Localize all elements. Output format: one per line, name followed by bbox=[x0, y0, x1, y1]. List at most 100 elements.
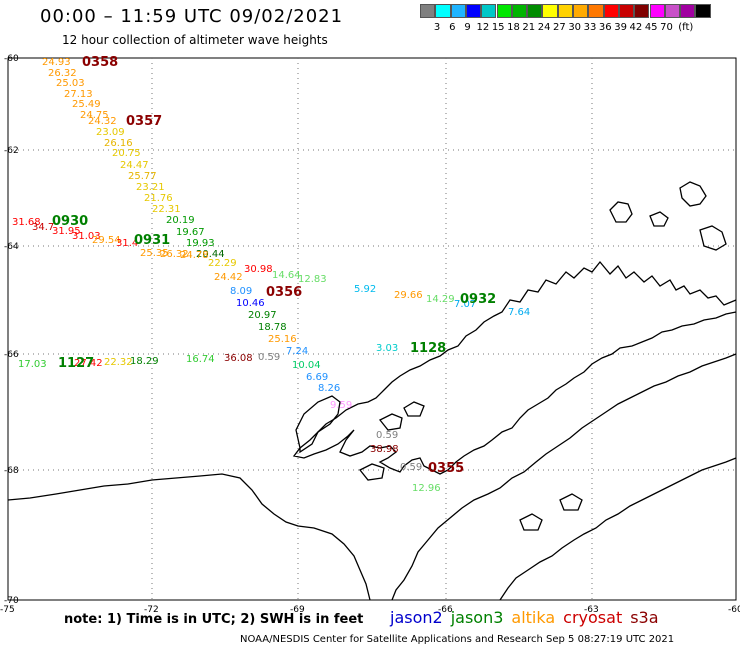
wave-height-value: 8.26 bbox=[318, 383, 340, 394]
scale-swatch bbox=[465, 4, 482, 18]
scale-label: 42 bbox=[629, 22, 643, 33]
lon-label: -69 bbox=[290, 605, 305, 615]
wave-height-value: 31.95 bbox=[52, 226, 81, 237]
pass-time-label: 1127 bbox=[58, 356, 94, 371]
scale-label: 18 bbox=[507, 22, 520, 33]
wave-height-value: 31.4 bbox=[116, 238, 138, 249]
scale-label: 21 bbox=[522, 22, 536, 33]
island-3 bbox=[649, 211, 669, 227]
axis-labels: -60 -62 -64 -66 -68 -70-75 -72 -69 -66 -63 -60 bbox=[0, 54, 740, 615]
wave-height-value: 27.42 bbox=[74, 358, 103, 369]
wave-height-value: 6.69 bbox=[306, 372, 328, 383]
wave-height-value: 10.46 bbox=[236, 298, 265, 309]
wave-height-value: 14.64 bbox=[272, 270, 301, 281]
credit-line: NOAA/NESDIS Center for Satellite Applica… bbox=[240, 634, 675, 645]
wave-height-value: 31.68 bbox=[12, 217, 41, 228]
coastline bbox=[7, 181, 737, 601]
wave-height-value: 26.32 bbox=[160, 249, 189, 260]
grid-lines bbox=[8, 58, 736, 600]
scale-label: 15 bbox=[491, 22, 505, 33]
scale-swatch bbox=[573, 4, 589, 18]
wave-height-value: 36.08 bbox=[224, 353, 253, 364]
wave-height-value: 10.04 bbox=[292, 360, 321, 371]
island-4 bbox=[699, 225, 727, 251]
wave-height-value: 7.64 bbox=[508, 307, 530, 318]
scale-label: 24 bbox=[537, 22, 551, 33]
wave-height-value: 19.67 bbox=[176, 227, 205, 238]
wave-height-value: 23.09 bbox=[96, 127, 125, 138]
lat-label: -62 bbox=[4, 146, 19, 156]
lon-label: -75 bbox=[0, 605, 15, 615]
pass-time-label: 0356 bbox=[266, 285, 302, 300]
wave-height-value: 9.59 bbox=[330, 400, 352, 411]
map-subtitle: 12 hour collection of altimeter wave hei… bbox=[62, 33, 328, 47]
scale-swatch bbox=[618, 4, 635, 18]
wave-height-value: 24.47 bbox=[120, 160, 149, 171]
lon-label: -72 bbox=[144, 605, 159, 615]
wave-height-value: 29.66 bbox=[394, 290, 423, 301]
island-1 bbox=[679, 181, 707, 207]
wave-height-value: 22.32 bbox=[104, 357, 133, 368]
scale-swatch bbox=[542, 4, 558, 18]
scale-swatch bbox=[649, 4, 665, 18]
island-5 bbox=[378, 413, 403, 431]
alexander-island-coast bbox=[295, 395, 341, 454]
wave-height-value: 8.09 bbox=[230, 286, 252, 297]
map-title: 00:00 – 11:59 UTC 09/02/2021 bbox=[40, 6, 344, 27]
wave-height-value: 31.03 bbox=[72, 231, 101, 242]
legend-jason3: jason3 bbox=[450, 608, 504, 627]
wave-height-value: 22.31 bbox=[152, 204, 181, 215]
scale-label: 12 bbox=[476, 22, 490, 33]
wave-height-value: 34.7 bbox=[32, 222, 54, 233]
pass-time-label: 0358 bbox=[82, 55, 118, 70]
wave-height-value: 26.32 bbox=[48, 68, 77, 79]
island-9 bbox=[559, 493, 583, 511]
wave-height-value: 29.54 bbox=[92, 235, 121, 246]
wave-height-value: 5.92 bbox=[354, 284, 376, 295]
scale-swatch bbox=[680, 4, 696, 18]
island-2 bbox=[609, 201, 633, 223]
lon-label: -66 bbox=[438, 605, 453, 615]
wave-height-value: 25.16 bbox=[268, 334, 297, 345]
scale-label: 30 bbox=[568, 22, 582, 33]
pass-time-label: 1128 bbox=[410, 341, 446, 356]
scale-swatch bbox=[450, 4, 466, 18]
scale-label: 39 bbox=[614, 22, 627, 33]
wave-height-value: 25.49 bbox=[72, 99, 101, 110]
wave-height-value: 24.78 bbox=[180, 250, 209, 261]
wave-height-value: 30.98 bbox=[244, 264, 273, 275]
pass-time-label: 0930 bbox=[52, 214, 88, 229]
wave-height-value: 0.59 bbox=[400, 462, 422, 473]
wave-height-value: 26.16 bbox=[104, 138, 133, 149]
scale-swatch bbox=[695, 4, 711, 18]
wave-height-value: 25.35 bbox=[140, 248, 169, 259]
ice-shelf-coast bbox=[7, 473, 371, 601]
scale-swatch bbox=[603, 4, 619, 18]
wave-height-value: 12.83 bbox=[298, 274, 327, 285]
pass-time-label: 0355 bbox=[428, 461, 464, 476]
wave-height-value: 20.97 bbox=[248, 310, 277, 321]
scale-swatch bbox=[634, 4, 650, 18]
wave-height-value: 27.13 bbox=[64, 89, 93, 100]
wave-height-value: 24.93 bbox=[42, 57, 71, 68]
antarctic-peninsula-coast bbox=[292, 260, 737, 475]
scale-swatch bbox=[588, 4, 604, 18]
scale-label: 9 bbox=[464, 22, 471, 33]
lat-label: -68 bbox=[4, 466, 19, 476]
lat-label: -60 bbox=[4, 54, 19, 64]
wave-height-value: 0.59 bbox=[376, 430, 398, 441]
lat-label: -70 bbox=[4, 596, 19, 606]
island-6 bbox=[403, 401, 425, 417]
island-8 bbox=[519, 513, 543, 531]
scale-label: (ft) bbox=[678, 22, 694, 33]
scale-swatch bbox=[496, 4, 512, 18]
wave-height-value: 3.03 bbox=[376, 343, 398, 354]
footnote: note: 1) Time is in UTC; 2) SWH is in fe… bbox=[64, 612, 364, 627]
map-frame bbox=[7, 57, 737, 601]
wave-height-value: 7.24 bbox=[286, 346, 308, 357]
wave-height-value: 25.03 bbox=[56, 78, 85, 89]
scale-label: 45 bbox=[644, 22, 658, 33]
wave-height-value: 24.42 bbox=[214, 272, 243, 283]
scale-swatch bbox=[527, 4, 543, 18]
